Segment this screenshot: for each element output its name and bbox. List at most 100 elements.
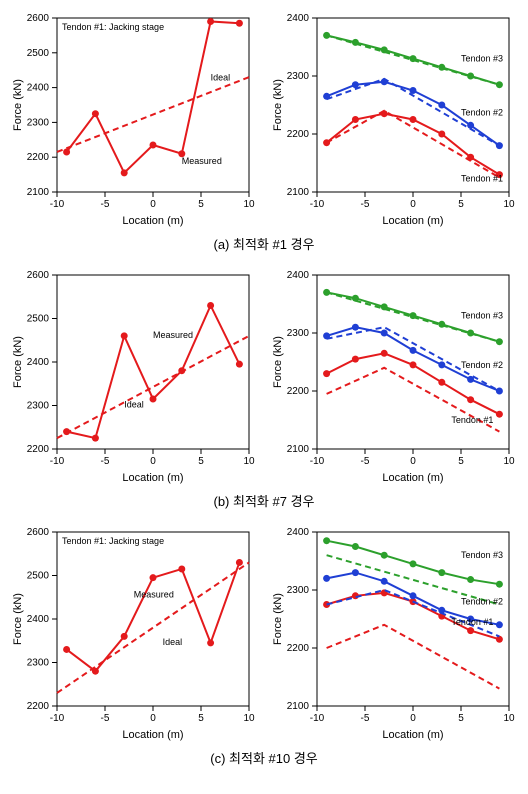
svg-text:Tendon #1: Jacking stage: Tendon #1: Jacking stage (62, 536, 164, 546)
svg-text:2200: 2200 (27, 701, 50, 712)
caption-b: (b) 최적화 #7 경우 (8, 487, 520, 520)
chart-b-left: -10 -5 0 5 10 2200 2300 2400 2500 2600 Location (m… (9, 265, 259, 485)
chart-a-left: -10 -5 0 5 10 2100 2200 2300 2400 2500 2600 Locatio… (9, 8, 259, 228)
svg-text:Tendon #3: Tendon #3 (461, 550, 503, 560)
svg-text:5: 5 (198, 199, 204, 210)
svg-text:0: 0 (150, 199, 156, 210)
svg-text:2400: 2400 (27, 83, 50, 94)
svg-text:2300: 2300 (287, 71, 310, 82)
svg-text:Tendon #2: Tendon #2 (461, 107, 503, 117)
svg-text:Tendon #3: Tendon #3 (461, 311, 503, 321)
svg-text:Tendon #1: Tendon #1 (461, 174, 503, 184)
svg-text:2100: 2100 (287, 444, 310, 455)
svg-text:Tendon #2: Tendon #2 (461, 360, 503, 370)
svg-text:Tendon #1: Jacking stage: Tendon #1: Jacking stage (62, 22, 164, 32)
svg-text:2300: 2300 (27, 401, 50, 412)
svg-text:2600: 2600 (27, 13, 50, 24)
svg-text:2500: 2500 (27, 48, 50, 59)
svg-text:2400: 2400 (27, 357, 50, 368)
svg-text:Force (kN): Force (kN) (272, 593, 284, 645)
svg-text:Force (kN): Force (kN) (12, 593, 24, 645)
svg-text:2200: 2200 (287, 643, 310, 654)
svg-text:2300: 2300 (287, 328, 310, 339)
svg-text:2100: 2100 (287, 701, 310, 712)
svg-text:-5: -5 (101, 199, 110, 210)
svg-text:2400: 2400 (287, 270, 310, 281)
svg-text:0: 0 (150, 713, 156, 724)
chart-c-left: -10 -5 0 5 10 2200 2300 2400 2500 2600 Location (m… (9, 522, 259, 742)
svg-text:2600: 2600 (27, 527, 50, 538)
svg-text:Ideal: Ideal (124, 400, 144, 410)
chart-c-right: -10 -5 0 5 10 2100 2200 2300 2400 Location (m) For… (269, 522, 519, 742)
chart-a-right: -10 -5 0 5 10 2100 2200 2300 2400 Location (m) For… (269, 8, 519, 228)
svg-text:2500: 2500 (27, 314, 50, 325)
svg-text:10: 10 (503, 199, 515, 210)
svg-text:-10: -10 (50, 456, 65, 467)
svg-text:2200: 2200 (27, 444, 50, 455)
svg-text:-5: -5 (101, 456, 110, 467)
svg-text:-10: -10 (310, 456, 325, 467)
svg-text:2200: 2200 (287, 386, 310, 397)
svg-text:Ideal: Ideal (211, 73, 231, 83)
svg-text:10: 10 (243, 456, 255, 467)
svg-text:-10: -10 (50, 199, 65, 210)
svg-text:5: 5 (198, 713, 204, 724)
svg-text:5: 5 (458, 456, 464, 467)
svg-text:10: 10 (503, 456, 515, 467)
svg-text:-5: -5 (361, 713, 370, 724)
svg-text:-10: -10 (50, 713, 65, 724)
svg-text:-10: -10 (310, 199, 325, 210)
svg-text:Location (m): Location (m) (122, 729, 183, 741)
svg-text:0: 0 (410, 456, 416, 467)
svg-text:Location (m): Location (m) (122, 215, 183, 227)
svg-text:0: 0 (410, 713, 416, 724)
svg-text:Tendon #1: Tendon #1 (451, 617, 493, 627)
svg-text:2600: 2600 (27, 270, 50, 281)
svg-text:0: 0 (150, 456, 156, 467)
svg-text:Measured: Measured (153, 330, 193, 340)
svg-text:Location (m): Location (m) (382, 215, 443, 227)
svg-text:10: 10 (503, 713, 515, 724)
svg-text:2400: 2400 (287, 527, 310, 538)
svg-text:Force (kN): Force (kN) (12, 79, 24, 131)
caption-a: (a) 최적화 #1 경우 (8, 230, 520, 263)
svg-text:Tendon #2: Tendon #2 (461, 597, 503, 607)
chart-b-right: -10 -5 0 5 10 2100 2200 2300 2400 Location (m) For… (269, 265, 519, 485)
svg-text:2300: 2300 (287, 585, 310, 596)
svg-text:Force (kN): Force (kN) (272, 336, 284, 388)
row-a: -10 -5 0 5 10 2100 2200 2300 2400 2500 2600 Locatio… (8, 8, 520, 228)
svg-text:2100: 2100 (287, 187, 310, 198)
svg-text:2200: 2200 (287, 129, 310, 140)
svg-text:Tendon #3: Tendon #3 (461, 54, 503, 64)
svg-text:5: 5 (458, 713, 464, 724)
row-b: -10 -5 0 5 10 2200 2300 2400 2500 2600 Location (m… (8, 265, 520, 485)
svg-text:2400: 2400 (27, 614, 50, 625)
svg-text:Tendon #1: Tendon #1 (451, 415, 493, 425)
svg-text:Measured: Measured (182, 156, 222, 166)
svg-text:10: 10 (243, 713, 255, 724)
svg-text:-5: -5 (361, 199, 370, 210)
svg-text:2100: 2100 (27, 187, 50, 198)
svg-text:0: 0 (410, 199, 416, 210)
svg-text:Location (m): Location (m) (122, 472, 183, 484)
svg-text:2400: 2400 (287, 13, 310, 24)
svg-text:10: 10 (243, 199, 255, 210)
svg-text:-5: -5 (101, 713, 110, 724)
svg-text:5: 5 (198, 456, 204, 467)
svg-text:Force (kN): Force (kN) (272, 79, 284, 131)
svg-text:Location (m): Location (m) (382, 729, 443, 741)
svg-text:Location (m): Location (m) (382, 472, 443, 484)
svg-text:Ideal: Ideal (163, 637, 183, 647)
svg-text:5: 5 (458, 199, 464, 210)
row-c: -10 -5 0 5 10 2200 2300 2400 2500 2600 Location (m… (8, 522, 520, 742)
svg-text:2300: 2300 (27, 658, 50, 669)
svg-text:Force (kN): Force (kN) (12, 336, 24, 388)
figure-grid: -10 -5 0 5 10 2100 2200 2300 2400 2500 2600 Locatio… (8, 8, 520, 777)
svg-text:-5: -5 (361, 456, 370, 467)
svg-text:2200: 2200 (27, 152, 50, 163)
svg-text:2300: 2300 (27, 117, 50, 128)
svg-text:-10: -10 (310, 713, 325, 724)
caption-c: (c) 최적화 #10 경우 (8, 744, 520, 777)
svg-text:Measured: Measured (134, 589, 174, 599)
svg-text:2500: 2500 (27, 571, 50, 582)
